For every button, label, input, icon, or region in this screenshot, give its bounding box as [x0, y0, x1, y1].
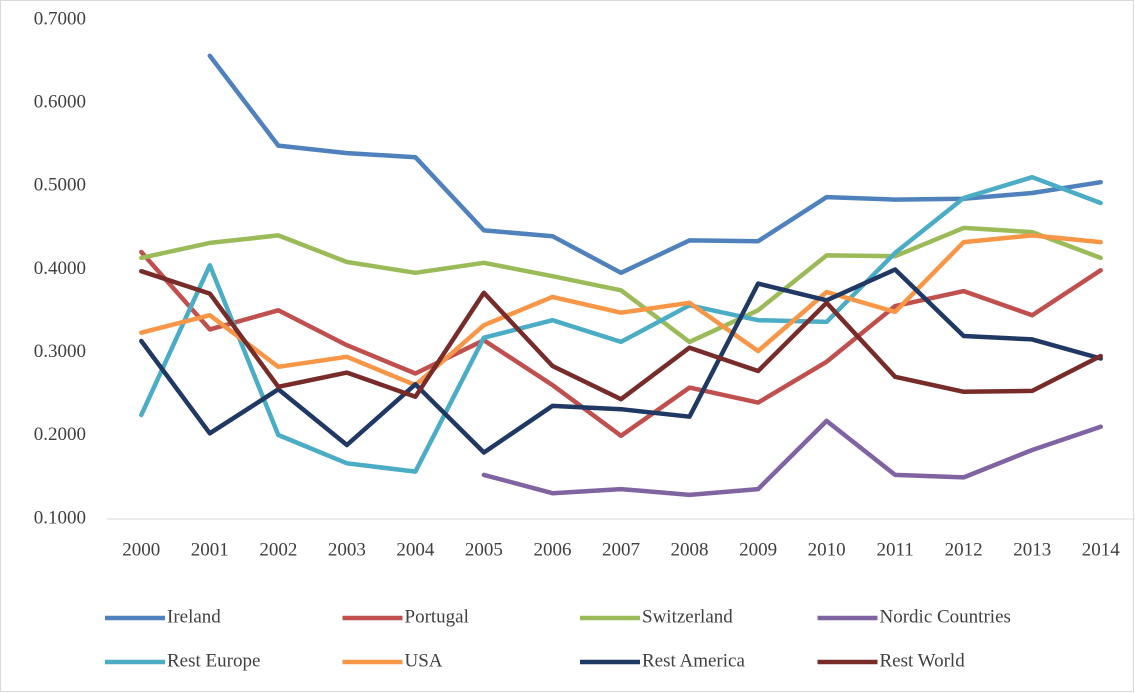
- legend-label: Rest World: [880, 650, 966, 671]
- x-tick-label: 2012: [945, 539, 983, 560]
- x-tick-label: 2004: [396, 539, 435, 560]
- x-tick-label: 2014: [1082, 539, 1121, 560]
- y-tick-label: 0.4000: [34, 258, 86, 279]
- series-line: [139, 268, 1103, 402]
- x-tick-label: 2008: [671, 539, 709, 560]
- x-tick-label: 2007: [602, 539, 640, 560]
- legend-label: USA: [405, 650, 443, 671]
- legend-label: Rest America: [642, 650, 745, 671]
- x-tick-label: 2001: [191, 539, 229, 560]
- series-line: [207, 53, 1103, 276]
- legend-label: Rest Europe: [167, 650, 260, 671]
- series-line: [139, 225, 1103, 345]
- y-tick-label: 0.3000: [34, 341, 86, 362]
- legend-label: Switzerland: [642, 606, 733, 627]
- series-line: [139, 233, 1103, 388]
- x-tick-label: 2010: [808, 539, 846, 560]
- series-line: [481, 418, 1103, 498]
- x-tick-label: 2000: [122, 539, 160, 560]
- x-tick-label: 2002: [259, 539, 297, 560]
- y-tick-label: 0.5000: [34, 175, 86, 196]
- y-tick-label: 0.6000: [34, 92, 86, 113]
- series-line: [139, 174, 1103, 474]
- legend-label: Nordic Countries: [880, 606, 1011, 627]
- y-tick-label: 0.7000: [34, 8, 86, 29]
- y-tick-label: 0.2000: [34, 424, 86, 445]
- y-tick-label: 0.1000: [34, 507, 86, 528]
- x-tick-label: 2013: [1013, 539, 1051, 560]
- series-line: [139, 249, 1103, 439]
- x-tick-label: 2009: [739, 539, 777, 560]
- x-tick-label: 2005: [465, 539, 503, 560]
- legend-label: Portugal: [405, 606, 469, 627]
- legend-label: Ireland: [167, 606, 221, 627]
- series-line: [139, 267, 1103, 455]
- x-tick-label: 2003: [328, 539, 366, 560]
- x-tick-label: 2006: [533, 539, 571, 560]
- x-tick-label: 2011: [876, 539, 913, 560]
